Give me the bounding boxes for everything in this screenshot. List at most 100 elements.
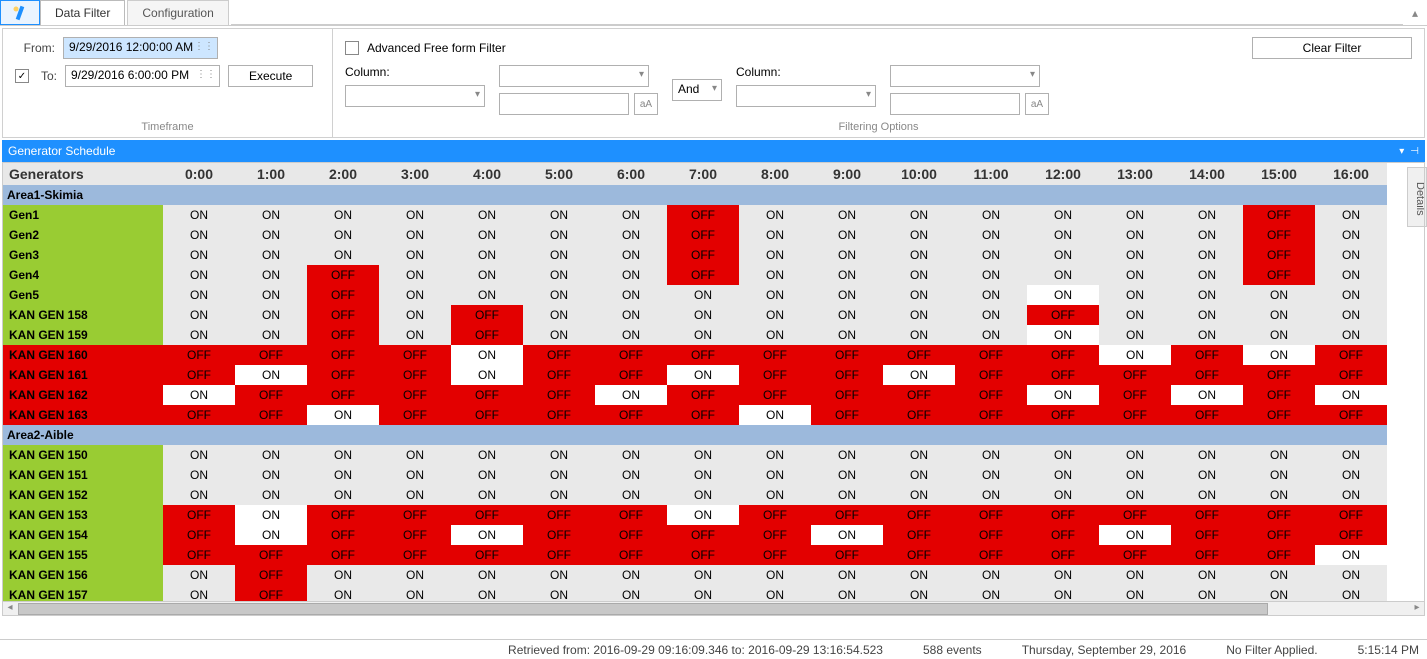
schedule-cell: OFF bbox=[667, 265, 739, 285]
schedule-cell: OFF bbox=[235, 385, 307, 405]
generator-name: Gen2 bbox=[3, 225, 163, 245]
schedule-cell: OFF bbox=[1099, 505, 1171, 525]
schedule-cell: OFF bbox=[163, 505, 235, 525]
schedule-cell: OFF bbox=[883, 505, 955, 525]
calendar-icon[interactable]: ⋮⋮ bbox=[194, 41, 214, 52]
schedule-cell: OFF bbox=[883, 545, 955, 565]
schedule-cell: OFF bbox=[523, 525, 595, 545]
schedule-cell: OFF bbox=[235, 405, 307, 425]
value-input-1[interactable] bbox=[499, 93, 629, 115]
schedule-cell: OFF bbox=[1171, 365, 1243, 385]
from-datetime-input[interactable]: 9/29/2016 12:00:00 AM⋮⋮ bbox=[63, 37, 218, 59]
advanced-filter-checkbox[interactable] bbox=[345, 41, 359, 55]
schedule-cell: ON bbox=[235, 465, 307, 485]
generator-name: KAN GEN 163 bbox=[3, 405, 163, 425]
horizontal-scrollbar[interactable]: ◂▸ bbox=[3, 601, 1424, 615]
schedule-cell: ON bbox=[595, 225, 667, 245]
schedule-cell: ON bbox=[883, 265, 955, 285]
column-combo-1[interactable] bbox=[345, 85, 485, 107]
schedule-cell: ON bbox=[451, 345, 523, 365]
schedule-cell: ON bbox=[1315, 285, 1387, 305]
app-icon[interactable] bbox=[0, 0, 40, 25]
schedule-cell: ON bbox=[739, 325, 811, 345]
operator-combo-1[interactable] bbox=[499, 65, 649, 87]
panel-menu-icon[interactable]: ▾ bbox=[1399, 146, 1404, 157]
schedule-cell: ON bbox=[235, 225, 307, 245]
hour-header: 10:00 bbox=[883, 163, 955, 185]
schedule-cell: OFF bbox=[955, 365, 1027, 385]
schedule-cell: ON bbox=[955, 485, 1027, 505]
schedule-cell: ON bbox=[1027, 485, 1099, 505]
schedule-cell: ON bbox=[667, 505, 739, 525]
schedule-cell: ON bbox=[1315, 245, 1387, 265]
schedule-cell: ON bbox=[883, 285, 955, 305]
case-toggle-1[interactable]: aA bbox=[634, 93, 658, 115]
schedule-cell: ON bbox=[235, 205, 307, 225]
collapse-ribbon-icon[interactable]: ▴ bbox=[1403, 0, 1427, 25]
schedule-cell: OFF bbox=[883, 405, 955, 425]
schedule-cell: OFF bbox=[1243, 505, 1315, 525]
schedule-cell: OFF bbox=[379, 405, 451, 425]
schedule-cell: ON bbox=[451, 485, 523, 505]
schedule-cell: ON bbox=[1243, 345, 1315, 365]
panel-pin-icon[interactable]: ⊣ bbox=[1410, 146, 1419, 157]
schedule-cell: ON bbox=[1243, 285, 1315, 305]
schedule-cell: ON bbox=[379, 285, 451, 305]
schedule-cell: ON bbox=[595, 265, 667, 285]
case-toggle-2[interactable]: aA bbox=[1025, 93, 1049, 115]
value-input-2[interactable] bbox=[890, 93, 1020, 115]
schedule-cell: OFF bbox=[307, 545, 379, 565]
column-combo-2[interactable] bbox=[736, 85, 876, 107]
operator-combo-2[interactable] bbox=[890, 65, 1040, 87]
schedule-cell: OFF bbox=[163, 545, 235, 565]
schedule-cell: ON bbox=[955, 305, 1027, 325]
to-label: To: bbox=[37, 69, 57, 83]
schedule-cell: ON bbox=[1099, 325, 1171, 345]
schedule-cell: ON bbox=[1171, 205, 1243, 225]
table-row: KAN GEN 154OFFONOFFOFFONOFFOFFOFFOFFONOF… bbox=[3, 525, 1387, 545]
schedule-cell: ON bbox=[235, 485, 307, 505]
schedule-cell: OFF bbox=[955, 345, 1027, 365]
schedule-cell: ON bbox=[163, 285, 235, 305]
generator-name: KAN GEN 150 bbox=[3, 445, 163, 465]
schedule-cell: OFF bbox=[739, 385, 811, 405]
schedule-cell: OFF bbox=[811, 405, 883, 425]
table-row: KAN GEN 156ONOFFONONONONONONONONONONONON… bbox=[3, 565, 1387, 585]
schedule-cell: OFF bbox=[523, 365, 595, 385]
to-checkbox[interactable]: ✓ bbox=[15, 69, 29, 83]
status-time: 5:15:14 PM bbox=[1358, 643, 1419, 657]
schedule-cell: ON bbox=[955, 265, 1027, 285]
calendar-icon[interactable]: ⋮⋮ bbox=[196, 69, 216, 80]
table-row: KAN GEN 160OFFOFFOFFOFFONOFFOFFOFFOFFOFF… bbox=[3, 345, 1387, 365]
schedule-cell: ON bbox=[379, 205, 451, 225]
schedule-cell: OFF bbox=[1027, 525, 1099, 545]
schedule-cell: ON bbox=[523, 305, 595, 325]
schedule-cell: ON bbox=[1315, 465, 1387, 485]
schedule-cell: OFF bbox=[739, 365, 811, 385]
schedule-cell: ON bbox=[1027, 325, 1099, 345]
status-retrieved: Retrieved from: 2016-09-29 09:16:09.346 … bbox=[508, 643, 883, 657]
execute-button[interactable]: Execute bbox=[228, 65, 313, 87]
schedule-cell: ON bbox=[451, 245, 523, 265]
tab-configuration[interactable]: Configuration bbox=[127, 0, 228, 25]
schedule-cell: ON bbox=[1099, 305, 1171, 325]
schedule-cell: OFF bbox=[1315, 345, 1387, 365]
schedule-cell: ON bbox=[379, 225, 451, 245]
generator-name: KAN GEN 162 bbox=[3, 385, 163, 405]
schedule-cell: ON bbox=[451, 565, 523, 585]
schedule-cell: ON bbox=[451, 465, 523, 485]
schedule-cell: OFF bbox=[1243, 225, 1315, 245]
logic-combo[interactable]: And bbox=[672, 79, 722, 101]
table-row: KAN GEN 153OFFONOFFOFFOFFOFFOFFONOFFOFFO… bbox=[3, 505, 1387, 525]
schedule-cell: ON bbox=[883, 205, 955, 225]
tab-data-filter[interactable]: Data Filter bbox=[40, 0, 125, 25]
hour-header: 14:00 bbox=[1171, 163, 1243, 185]
generators-header: Generators bbox=[3, 163, 163, 185]
generator-name: KAN GEN 152 bbox=[3, 485, 163, 505]
schedule-cell: OFF bbox=[307, 365, 379, 385]
generator-name: KAN GEN 160 bbox=[3, 345, 163, 365]
schedule-cell: ON bbox=[163, 385, 235, 405]
clear-filter-button[interactable]: Clear Filter bbox=[1252, 37, 1412, 59]
to-datetime-input[interactable]: 9/29/2016 6:00:00 PM⋮⋮ bbox=[65, 65, 220, 87]
schedule-cell: ON bbox=[451, 445, 523, 465]
